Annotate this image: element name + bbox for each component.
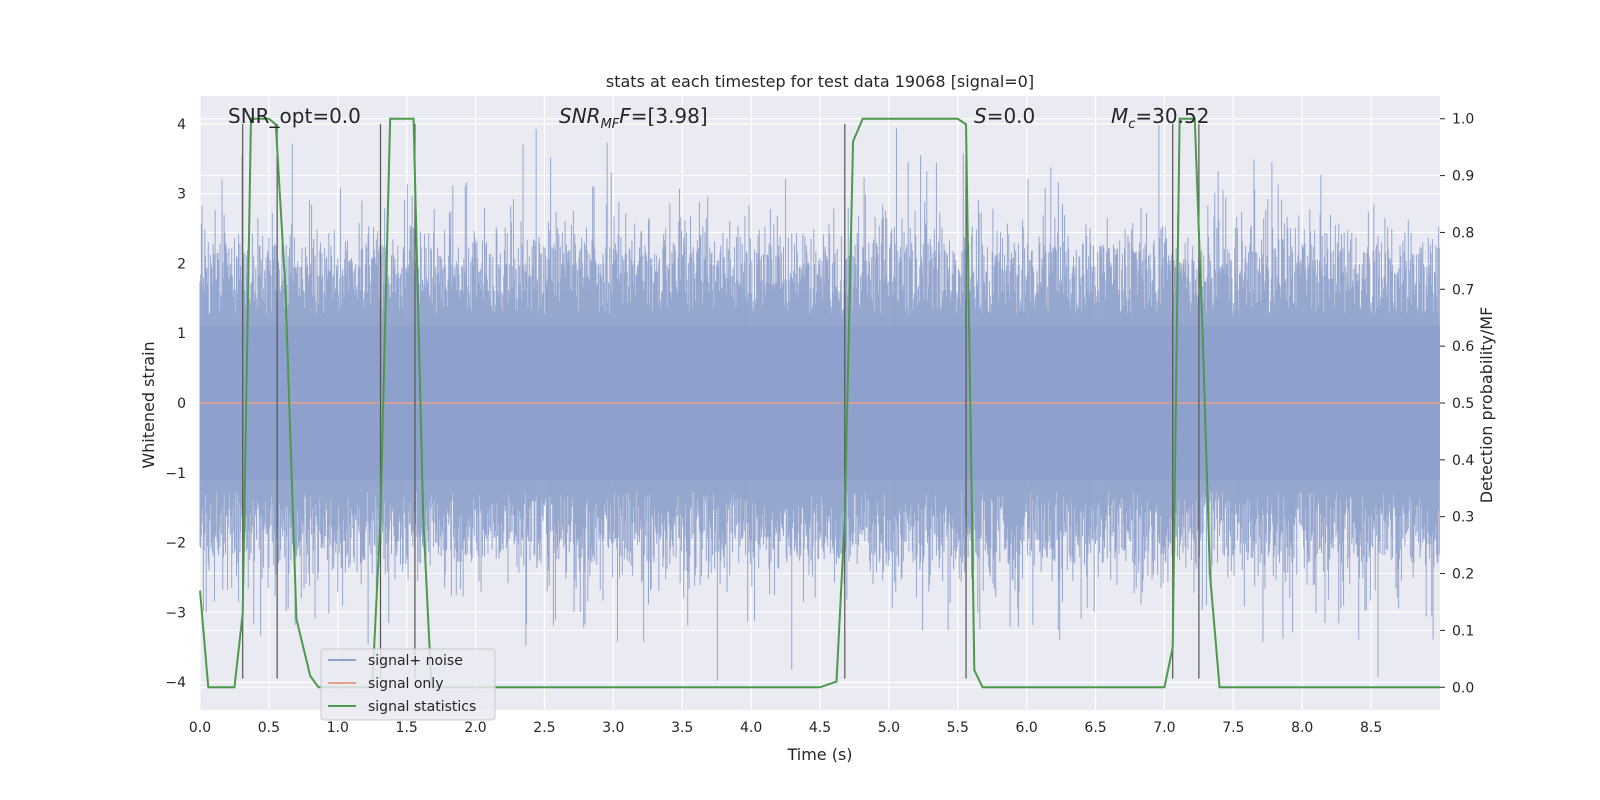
- vertical-markers: [242, 123, 1200, 679]
- legend-box: [320, 648, 496, 721]
- x-tick-label: 0.0: [189, 720, 211, 736]
- legend-label-signal-only: signal only: [368, 676, 443, 692]
- y-axis-label: Whitened strain: [139, 341, 158, 468]
- y-tick-label: 1: [177, 326, 186, 342]
- y-tick-label: 2: [177, 256, 186, 272]
- y-tick-label: 0: [177, 396, 186, 412]
- x-tick-label: 2.5: [533, 720, 555, 736]
- annotation-snr-mf-main: SNR: [559, 104, 601, 128]
- annotation-mc-value: =30.52: [1135, 104, 1209, 128]
- x-tick-label: 4.0: [740, 720, 762, 736]
- y2-tick-label: 0.9: [1452, 169, 1474, 185]
- annotation-snr-mf-f: F: [619, 104, 631, 128]
- legend: signal+ noise signal only signal statist…: [320, 648, 496, 721]
- legend-label-signal-noise: signal+ noise: [368, 653, 463, 669]
- x-tick-label: 5.5: [947, 720, 969, 736]
- x-tick-label: 5.0: [878, 720, 900, 736]
- y2-tick-label: 0.2: [1452, 567, 1474, 583]
- y2-tick-label: 0.8: [1452, 225, 1474, 241]
- x-tick-label: 0.5: [258, 720, 280, 736]
- x-tick-label: 3.0: [602, 720, 624, 736]
- y2-tick-label: 0.1: [1452, 623, 1474, 639]
- annotation-mc-label: M: [1111, 104, 1128, 128]
- y2-tick-label: 0.6: [1452, 339, 1474, 355]
- annotation-s-label: S: [974, 104, 987, 128]
- annotation-snr-mf: SNRMFF=[3.98]: [559, 104, 708, 132]
- annotation-s-value: =0.0: [987, 104, 1036, 128]
- y-tick-label: −1: [165, 466, 186, 482]
- axis-ticks: 0.0 0.5 1.0 1.5 2.0 2.5 3.0 3.5 4.0 4.5 5.0 5.5 6.0 6…: [165, 112, 1474, 736]
- y2-tick-label: 0.4: [1452, 453, 1474, 469]
- y2-tick-label: 0.7: [1452, 282, 1474, 298]
- y-tick-label: −3: [165, 605, 186, 621]
- y2-tick-label: 0.3: [1452, 510, 1474, 526]
- y-tick-label: −4: [165, 675, 186, 691]
- x-tick-label: 4.5: [809, 720, 831, 736]
- x-tick-label: 7.5: [1222, 720, 1244, 736]
- x-tick-label: 6.5: [1084, 720, 1106, 736]
- x-tick-label: 1.5: [396, 720, 418, 736]
- y2-tick-label: 1.0: [1452, 112, 1474, 128]
- y2-tick-label: 0.0: [1452, 680, 1474, 696]
- x-tick-label: 7.0: [1153, 720, 1175, 736]
- annotation-snr-mf-value: =[3.98]: [631, 104, 708, 128]
- x-tick-label: 6.0: [1016, 720, 1038, 736]
- annotation-snr-mf-sub: MF: [601, 117, 620, 132]
- x-tick-label: 3.5: [671, 720, 693, 736]
- y-tick-label: 3: [177, 187, 186, 203]
- y-tick-label: 4: [177, 117, 186, 133]
- annotation-mc: Mc=30.52: [1111, 104, 1209, 132]
- annotation-s: S=0.0: [974, 104, 1035, 128]
- legend-label-signal-statistics: signal statistics: [368, 699, 476, 715]
- annotation-mc-sub: c: [1128, 117, 1135, 132]
- annotation-snr-opt: SNR_opt=0.0: [228, 104, 361, 128]
- y2-tick-label: 0.5: [1452, 396, 1474, 412]
- x-tick-label: 8.0: [1291, 720, 1313, 736]
- y2-axis-label: Detection probability/MF: [1477, 307, 1496, 504]
- x-axis-label: Time (s): [786, 745, 852, 764]
- y-tick-label: −2: [165, 536, 186, 552]
- x-tick-label: 1.0: [327, 720, 349, 736]
- x-tick-label: 8.5: [1360, 720, 1382, 736]
- x-tick-label: 2.0: [464, 720, 486, 736]
- chart-title: stats at each timestep for test data 190…: [606, 72, 1034, 91]
